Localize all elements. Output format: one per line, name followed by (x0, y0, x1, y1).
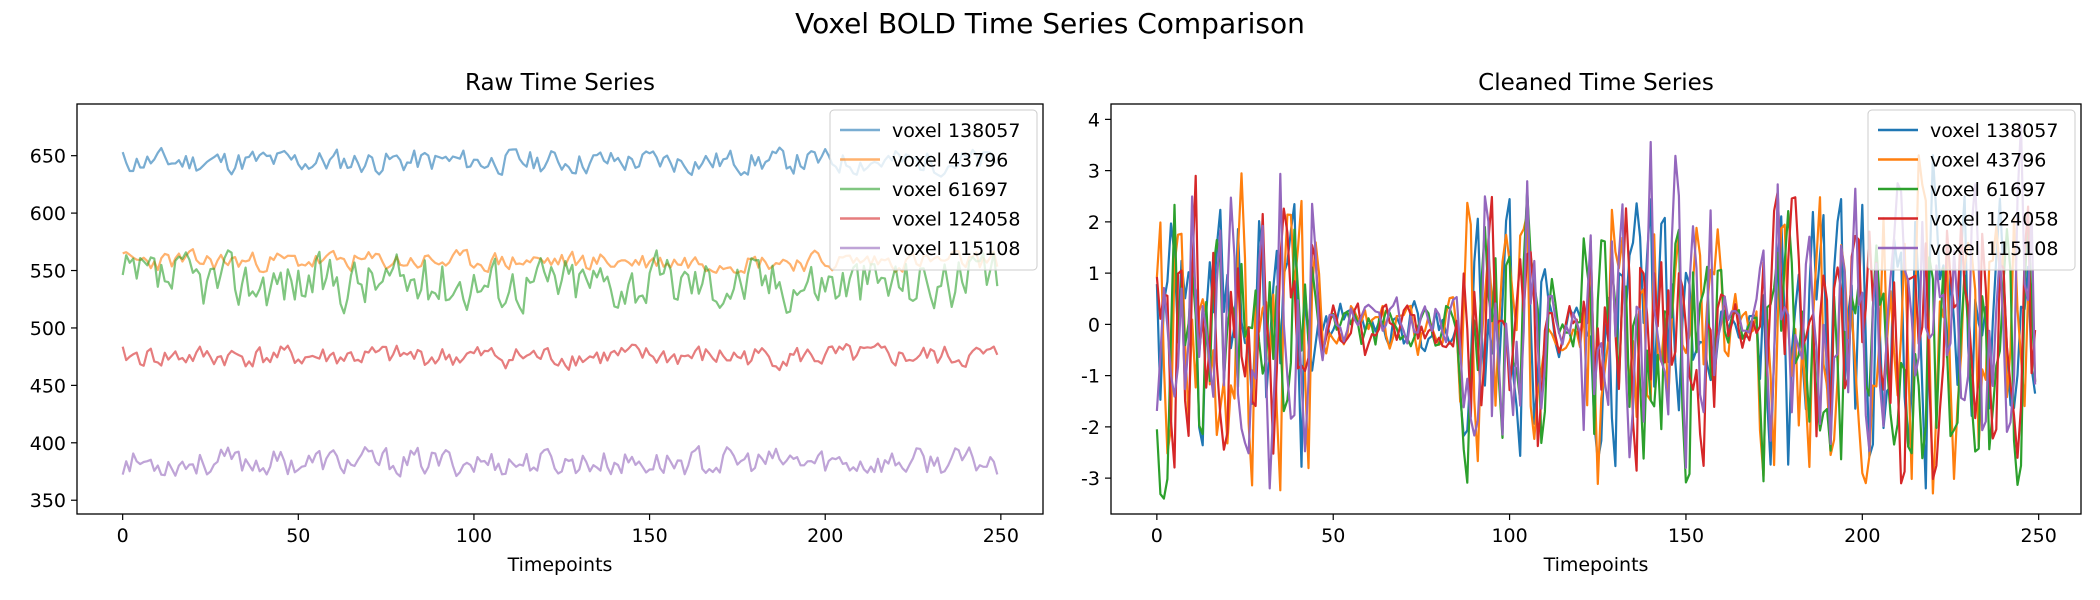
cleaned-series-line-4 (1155, 123, 2037, 490)
raw-legend-label: voxel 43796 (892, 150, 1008, 172)
cleaned-x-tick-label: 200 (1844, 525, 1880, 547)
cleaned-y-tick-label: -2 (1081, 417, 1100, 439)
raw-x-tick-label: 150 (631, 525, 667, 547)
cleaned-y-tick-label: 1 (1088, 263, 1100, 285)
cleaned-legend-label: voxel 43796 (1930, 150, 2046, 172)
raw-x-tick-label: 50 (286, 525, 310, 547)
cleaned-x-tick-label: 50 (1321, 525, 1345, 547)
raw-legend-label: voxel 115108 (892, 238, 1020, 260)
raw-series-line-4 (121, 445, 999, 478)
raw-y-tick-label: 650 (30, 146, 66, 168)
cleaned-x-tick-label: 150 (1668, 525, 1704, 547)
raw-y-tick-label: 550 (30, 261, 66, 283)
raw-x-tick-label: 100 (456, 525, 492, 547)
raw-legend-label: voxel 138057 (892, 120, 1020, 142)
cleaned-y-tick-label: 2 (1088, 212, 1100, 234)
raw-x-tick-label: 200 (807, 525, 843, 547)
raw-series-line-3 (121, 342, 999, 372)
raw-y-tick-label: 600 (30, 203, 66, 225)
cleaned-legend: voxel 138057 voxel 43796 voxel 61697 voxel … (1867, 109, 2076, 271)
raw-legend-label: voxel 61697 (892, 179, 1008, 201)
raw-y-tick-label: 450 (30, 375, 66, 397)
raw-x-axis-label: Timepoints (507, 554, 613, 576)
raw-x-tick-label: 250 (983, 525, 1019, 547)
cleaned-series-line-3 (1155, 174, 2037, 485)
cleaned-legend-label: voxel 138057 (1930, 120, 2058, 142)
raw-y-tick-label: 500 (30, 318, 66, 340)
cleaned-y-tick-label: 0 (1088, 314, 1100, 336)
figure-suptitle: Voxel BOLD Time Series Comparison (795, 7, 1305, 40)
cleaned-chart-title: Cleaned Time Series (1478, 70, 1714, 96)
raw-chart-title: Raw Time Series (465, 70, 655, 96)
cleaned-y-tick-label: 3 (1088, 161, 1100, 183)
raw-series-line-2 (121, 249, 999, 315)
cleaned-chart: Cleaned Time Series Timepoints 0 50 100 150… (1081, 70, 2082, 576)
cleaned-y-tick-label: -3 (1081, 468, 1100, 490)
raw-axes-frame (76, 103, 1044, 515)
cleaned-y-tick-label: 4 (1088, 109, 1100, 131)
raw-legend: voxel 138057 voxel 43796 voxel 61697 voxel … (829, 109, 1038, 271)
cleaned-series-line-1 (1155, 154, 2037, 495)
raw-y-tick-label: 350 (30, 490, 66, 512)
cleaned-legend-label: voxel 115108 (1930, 238, 2058, 260)
raw-x-tick-label: 0 (117, 525, 129, 547)
cleaned-x-tick-label: 250 (2021, 525, 2057, 547)
raw-chart: Raw Time Series Timepoints 0 50 100 150 200 2… (30, 70, 1044, 576)
raw-y-tick-label: 400 (30, 433, 66, 455)
cleaned-axes-frame (1110, 103, 2082, 515)
cleaned-x-axis-label: Timepoints (1543, 554, 1649, 576)
cleaned-y-tick-label: -1 (1081, 366, 1100, 388)
raw-legend-label: voxel 124058 (892, 209, 1020, 231)
cleaned-legend-label: voxel 61697 (1930, 179, 2046, 201)
cleaned-legend-label: voxel 124058 (1930, 209, 2058, 231)
cleaned-x-tick-label: 0 (1151, 525, 1163, 547)
cleaned-x-tick-label: 100 (1491, 525, 1527, 547)
